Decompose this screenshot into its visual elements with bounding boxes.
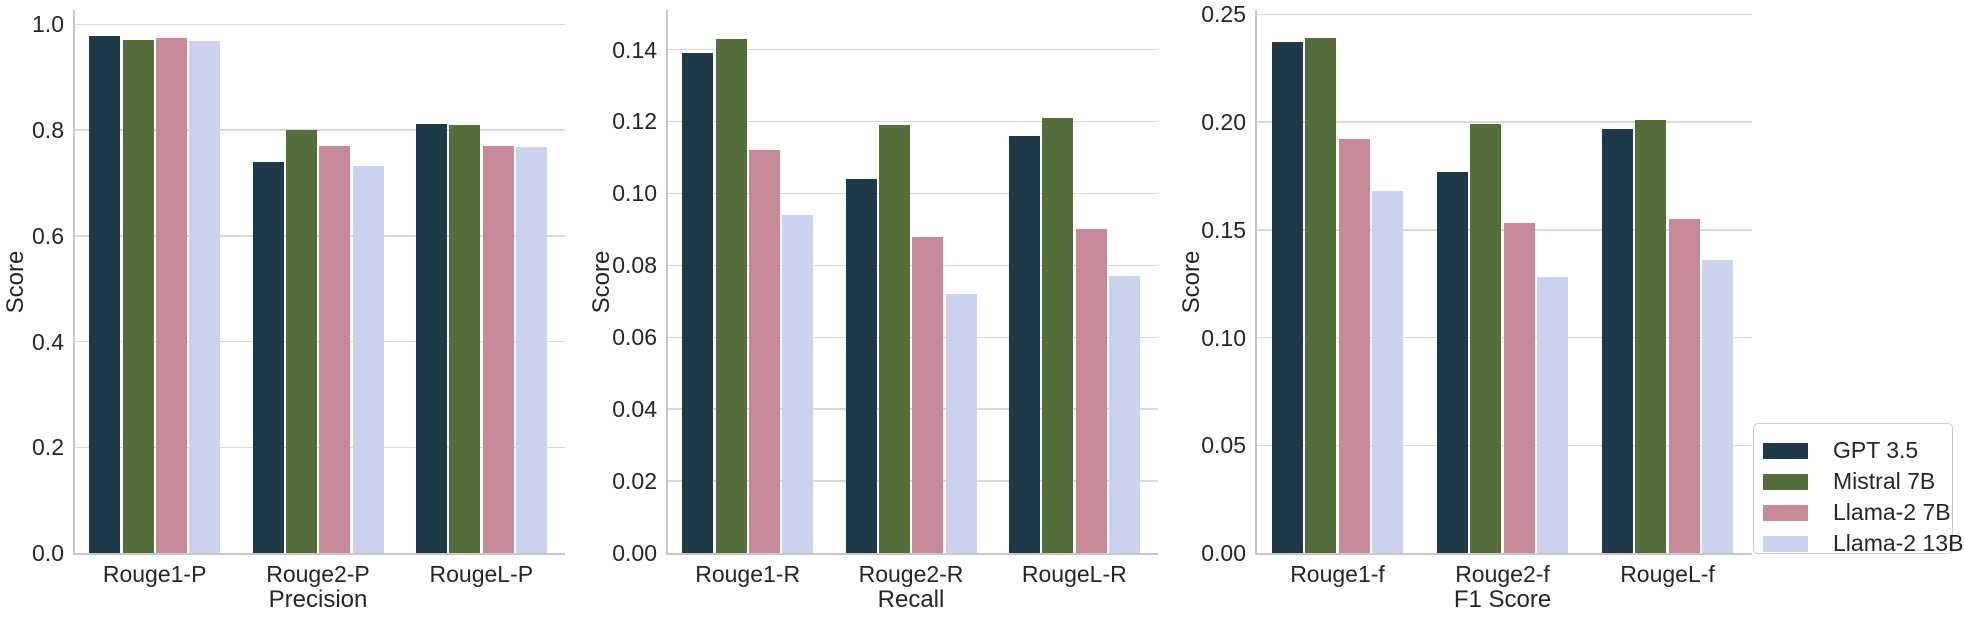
bar-mistral-7b-rougel-f <box>1635 119 1667 553</box>
bar-llama-2-13b-rougel-f <box>1702 259 1733 553</box>
bar-gpt-3-5-rouge1-r <box>682 53 714 553</box>
y-tick-label: 0.04 <box>612 396 657 423</box>
y-tick-label: 0.14 <box>612 36 657 63</box>
bar-llama-2-13b-rouge1-f <box>1372 191 1403 553</box>
legend-label: Llama-2 7B <box>1833 499 1951 525</box>
bar-llama-2-13b-rouge2-f <box>1537 277 1568 553</box>
bar-llama-2-7b-rouge1-p <box>155 38 187 553</box>
y-tick-label: 0.8 <box>32 117 64 144</box>
bar-gpt-3-5-rouge2-r <box>845 179 877 553</box>
legend-item-mistral-7b: Mistral 7B <box>1754 466 1952 497</box>
bar-mistral-7b-rouge2-r <box>878 125 910 553</box>
legend-swatch-mistral-7b <box>1763 473 1808 490</box>
y-tick-label: 1.0 <box>32 11 64 38</box>
bar-llama-2-7b-rougel-p <box>482 145 514 553</box>
bar-gpt-3-5-rouge1-p <box>89 36 121 553</box>
y-tick-label: 0.15 <box>1201 216 1246 243</box>
bar-gpt-3-5-rougel-p <box>415 124 447 553</box>
legend-item-llama-2-13b: Llama-2 13B <box>1754 528 1963 559</box>
gridline-f1-score-0.25 <box>1257 13 1752 16</box>
bar-mistral-7b-rouge1-f <box>1305 38 1337 553</box>
bar-gpt-3-5-rougel-f <box>1602 128 1633 553</box>
axis-title-recall: Recall <box>877 586 945 613</box>
y-tick-label: 0.25 <box>1201 1 1246 28</box>
bar-mistral-7b-rouge2-f <box>1470 124 1502 553</box>
bar-llama-2-7b-rouge1-f <box>1338 139 1370 553</box>
axis-title-score-recall: Score <box>588 250 615 313</box>
bar-llama-2-7b-rouge2-r <box>912 236 944 553</box>
y-tick-label: 0.08 <box>612 252 657 279</box>
bar-llama-2-13b-rouge2-r <box>945 294 977 553</box>
y-tick-label: 0.05 <box>1201 432 1246 459</box>
bar-llama-2-7b-rouge2-p <box>319 146 351 553</box>
bar-mistral-7b-rouge2-p <box>285 130 317 553</box>
bar-gpt-3-5-rouge2-f <box>1437 171 1468 553</box>
gridline-recall-0.14 <box>668 48 1158 51</box>
y-tick-label: 0.00 <box>1201 540 1246 566</box>
legend-label: Mistral 7B <box>1833 468 1936 494</box>
bar-mistral-7b-rouge1-r <box>715 38 747 553</box>
bar-mistral-7b-rougel-r <box>1042 117 1074 553</box>
x-tick-label-rougel-p: RougeL-P <box>429 561 534 587</box>
gridline-f1-score-0.20 <box>1257 121 1752 123</box>
bar-llama-2-7b-rouge2-f <box>1503 223 1535 553</box>
y-tick-label: 0.2 <box>32 434 64 461</box>
bar-mistral-7b-rouge1-p <box>122 39 154 553</box>
legend-swatch-llama-2-13b <box>1763 535 1808 552</box>
y-tick-label: 0.4 <box>32 328 64 355</box>
bar-llama-2-13b-rouge1-p <box>189 41 221 553</box>
bar-llama-2-7b-rougel-f <box>1668 219 1700 553</box>
bar-llama-2-13b-rougel-r <box>1108 276 1140 553</box>
gridline-recall-0.10 <box>668 192 1158 195</box>
gridline-recall-0.12 <box>668 120 1158 123</box>
y-tick-label: 0.06 <box>612 324 657 351</box>
legend-swatch-gpt-3-5 <box>1763 442 1808 459</box>
legend-swatch-llama-2-7b <box>1763 504 1808 521</box>
y-tick-label: 0.10 <box>1201 324 1246 351</box>
bar-llama-2-13b-rouge1-r <box>782 214 814 553</box>
axis-title-score-f1-score: Score <box>1178 250 1205 313</box>
x-tick-label-rouge1-f: Rouge1-f <box>1290 561 1385 587</box>
bar-gpt-3-5-rougel-r <box>1008 135 1040 553</box>
legend-item-gpt-3-5: GPT 3.5 <box>1754 435 1952 466</box>
gridline-precision-0.8 <box>75 129 565 131</box>
y-tick-label: 0.02 <box>612 468 657 495</box>
legend-item-llama-2-7b: Llama-2 7B <box>1754 497 1952 528</box>
bar-llama-2-7b-rouge1-r <box>748 150 780 553</box>
y-tick-label: 0.10 <box>612 180 657 207</box>
y-tick-label: 0.6 <box>32 222 64 249</box>
y-tick-label: 0.20 <box>1201 109 1246 136</box>
x-tick-label-rouge2-f: Rouge2-f <box>1455 561 1550 587</box>
x-tick-label-rougel-f: RougeL-f <box>1620 561 1715 587</box>
axis-title-precision: Precision <box>268 586 368 613</box>
x-tick-label-rouge2-r: Rouge2-R <box>858 561 964 587</box>
axis-title-score-precision: Score <box>2 250 29 313</box>
legend-label: Llama-2 13B <box>1833 530 1964 556</box>
bar-llama-2-7b-rougel-r <box>1075 229 1107 553</box>
y-tick-label: 0.0 <box>32 540 64 566</box>
bar-llama-2-13b-rouge2-p <box>352 165 384 553</box>
x-tick-label-rouge1-p: Rouge1-P <box>102 561 207 587</box>
legend-label: GPT 3.5 <box>1833 437 1919 463</box>
gridline-precision-1.0 <box>75 23 565 26</box>
legend: GPT 3.5 Mistral 7B Llama-2 7B Llama-2 13B <box>1753 423 1963 556</box>
bar-gpt-3-5-rouge2-p <box>252 161 284 553</box>
axis-title-f1-score: F1 Score <box>1453 586 1552 613</box>
y-tick-label: 0.00 <box>612 540 657 566</box>
x-tick-label-rouge2-p: Rouge2-P <box>266 561 370 587</box>
bar-llama-2-13b-rougel-p <box>515 146 547 553</box>
bar-gpt-3-5-rouge1-f <box>1272 42 1303 553</box>
x-tick-label-rouge1-r: Rouge1-R <box>695 561 801 587</box>
y-tick-label: 0.12 <box>612 108 657 135</box>
x-tick-label-rougel-r: RougeL-R <box>1021 561 1127 587</box>
bar-mistral-7b-rougel-p <box>449 125 481 553</box>
